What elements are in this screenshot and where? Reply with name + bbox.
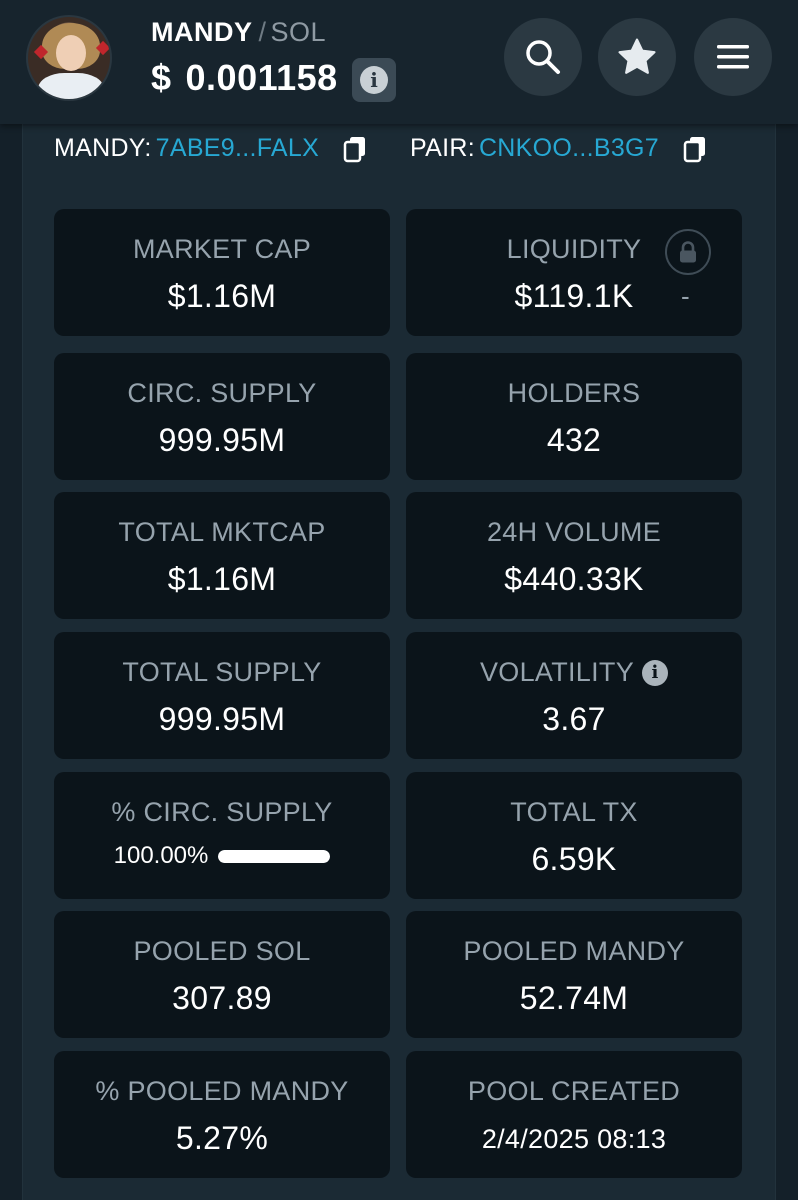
star-icon — [618, 38, 656, 74]
quote-symbol: SOL — [270, 17, 327, 47]
stat-title: MARKET CAP — [132, 234, 312, 264]
stat-value: $1.16M — [167, 278, 277, 314]
price-info-button[interactable]: i — [352, 58, 396, 102]
progress-percent: 100.00% — [113, 842, 209, 869]
stat-value: 432 — [546, 422, 602, 458]
stat-card-pool-created: POOL CREATED 2/4/2025 08:13 — [406, 1051, 742, 1178]
stat-value: 52.74M — [519, 980, 629, 1016]
search-button[interactable] — [504, 18, 582, 96]
stat-title: % POOLED MANDY — [95, 1076, 349, 1106]
stat-title: 24H VOLUME — [486, 517, 662, 547]
stat-value: 5.27% — [175, 1120, 269, 1156]
progress-fill — [218, 849, 331, 863]
liquidity-lock-button[interactable] — [665, 229, 711, 275]
circ-supply-progress: 100.00% — [54, 842, 390, 870]
menu-button[interactable] — [694, 18, 772, 96]
stat-card-market-cap: MARKET CAP $1.16M — [54, 209, 390, 336]
stat-value: 3.67 — [542, 701, 606, 737]
lock-status: - — [681, 281, 690, 311]
stat-card-total-supply: TOTAL SUPPLY 999.95M — [54, 632, 390, 759]
price-value: 0.001158 — [185, 57, 338, 98]
stat-card-liquidity: LIQUIDITY $119.1K - — [406, 209, 742, 336]
pair-separator: / — [258, 17, 267, 47]
token-symbol: MANDY — [151, 17, 253, 47]
stat-title-wrap: VOLATILITY i — [479, 657, 669, 688]
stat-title: CIRC. SUPPLY — [127, 378, 317, 408]
stat-value: 307.89 — [172, 980, 272, 1016]
stat-value: $1.16M — [167, 561, 277, 597]
progress-track — [218, 849, 331, 863]
stat-card-pooled-mandy: POOLED MANDY 52.74M — [406, 911, 742, 1038]
stat-title-row: VOLATILITY i — [406, 657, 742, 688]
stat-title: % CIRC. SUPPLY — [111, 797, 333, 827]
token-address-link[interactable]: 7ABE9...FALX — [155, 134, 320, 162]
stat-title: TOTAL MKTCAP — [118, 517, 326, 547]
pair-address-link[interactable]: CNKOO...B3G7 — [478, 134, 659, 162]
stat-title: TOTAL SUPPLY — [122, 657, 322, 687]
stat-value: $119.1K — [514, 278, 634, 314]
stat-card-circ-supply: CIRC. SUPPLY 999.95M — [54, 353, 390, 480]
info-icon: i — [360, 66, 388, 94]
avatar-face — [56, 35, 86, 71]
token-price: $0.001158 — [151, 57, 338, 99]
hamburger-menu-icon — [717, 45, 749, 69]
token-address-row: MANDY: 7ABE9...FALX — [54, 134, 367, 163]
stat-card-volatility: VOLATILITY i 3.67 — [406, 632, 742, 759]
stat-title: POOLED MANDY — [463, 936, 685, 966]
stat-value: 999.95M — [158, 701, 286, 737]
stat-title: HOLDERS — [507, 378, 641, 408]
stat-title: TOTAL TX — [510, 797, 638, 827]
stat-card-24h-volume: 24H VOLUME $440.33K — [406, 492, 742, 619]
avatar-coat — [38, 73, 104, 99]
token-address-label: MANDY: — [54, 134, 152, 162]
copy-token-address-button[interactable] — [343, 135, 367, 163]
stat-card-total-mktcap: TOTAL MKTCAP $1.16M — [54, 492, 390, 619]
stat-card-total-tx: TOTAL TX 6.59K — [406, 772, 742, 899]
currency-sign: $ — [151, 57, 172, 98]
stat-card-pct-pooled-mandy: % POOLED MANDY 5.27% — [54, 1051, 390, 1178]
stat-card-pct-circ-supply: % CIRC. SUPPLY 100.00% — [54, 772, 390, 899]
pair-address-row: PAIR: CNKOO...B3G7 — [410, 134, 707, 163]
copy-icon — [683, 136, 705, 162]
favorite-button[interactable] — [598, 18, 676, 96]
copy-icon — [343, 136, 366, 162]
search-icon — [526, 40, 560, 74]
stat-value: 2/4/2025 08:13 — [481, 1124, 667, 1154]
stat-card-holders: HOLDERS 432 — [406, 353, 742, 480]
token-avatar[interactable] — [26, 15, 112, 101]
pair-title: MANDY / SOL — [151, 17, 326, 48]
stat-title: POOL CREATED — [467, 1076, 681, 1106]
stat-value: 999.95M — [158, 422, 286, 458]
top-header: MANDY / SOL $0.001158 i — [0, 0, 798, 124]
pair-address-label: PAIR: — [410, 134, 475, 162]
stat-title: POOLED SOL — [133, 936, 311, 966]
stat-value: $440.33K — [504, 561, 644, 597]
stat-title: VOLATILITY — [479, 657, 635, 687]
copy-pair-address-button[interactable] — [683, 135, 707, 163]
info-icon[interactable]: i — [642, 659, 669, 686]
stat-title: LIQUIDITY — [506, 234, 642, 264]
stat-value: 6.59K — [531, 841, 617, 877]
stat-card-pooled-sol: POOLED SOL 307.89 — [54, 911, 390, 1038]
lock-icon — [680, 241, 696, 263]
